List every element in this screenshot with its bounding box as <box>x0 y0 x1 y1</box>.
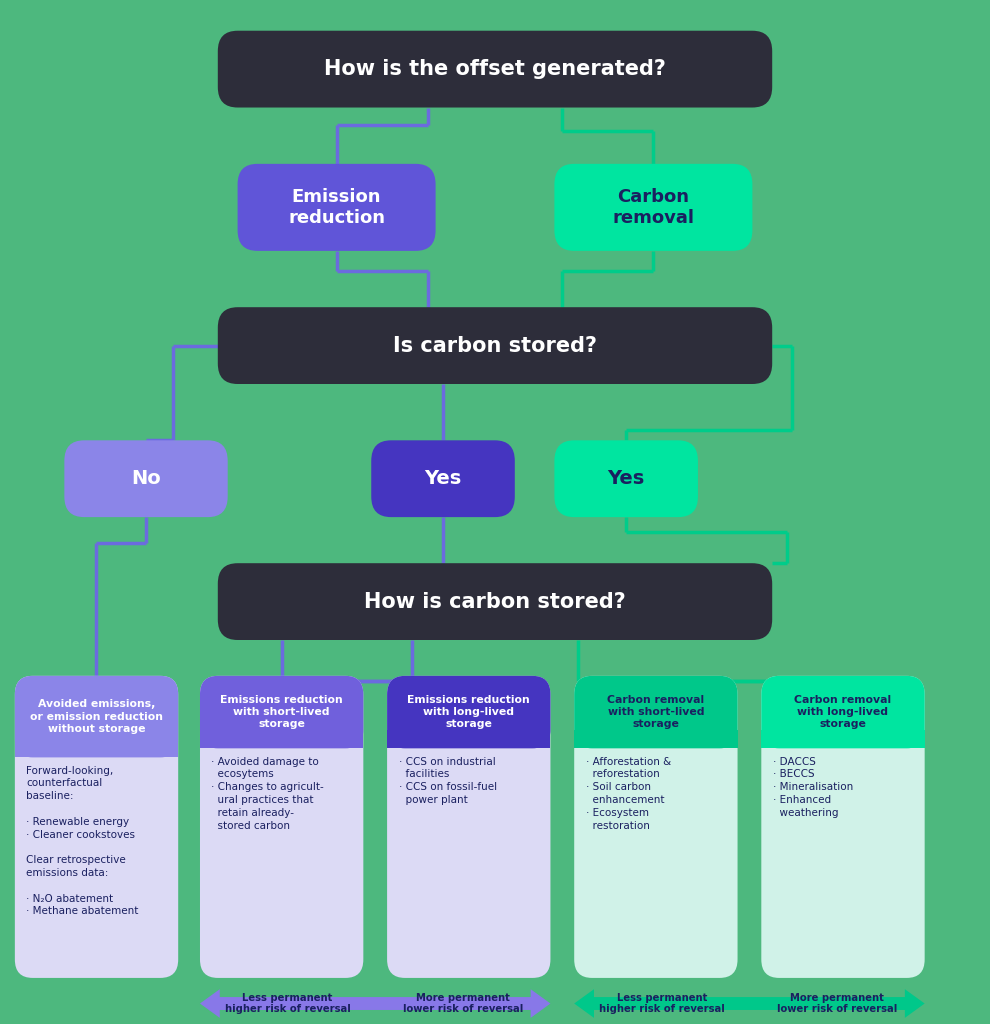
FancyBboxPatch shape <box>200 676 363 978</box>
FancyBboxPatch shape <box>218 307 772 384</box>
Text: More permanent
lower risk of reversal: More permanent lower risk of reversal <box>403 992 523 1015</box>
Text: Carbon removal
with short-lived
storage: Carbon removal with short-lived storage <box>607 694 705 729</box>
Text: Is carbon stored?: Is carbon stored? <box>393 336 597 355</box>
FancyBboxPatch shape <box>761 676 925 749</box>
FancyBboxPatch shape <box>218 563 772 640</box>
Text: Forward-looking,
counterfactual
baseline:

· Renewable energy
· Cleaner cookstov: Forward-looking, counterfactual baseline… <box>27 766 139 916</box>
Text: · DACCS
· BECCS
· Mineralisation
· Enhanced
  weathering: · DACCS · BECCS · Mineralisation · Enhan… <box>773 757 853 818</box>
Text: Yes: Yes <box>608 469 644 488</box>
FancyBboxPatch shape <box>387 676 550 978</box>
Text: · CCS on industrial
  facilities
· CCS on fossil-fuel
  power plant: · CCS on industrial facilities · CCS on … <box>399 757 497 805</box>
Text: No: No <box>131 469 161 488</box>
FancyBboxPatch shape <box>15 676 178 758</box>
FancyBboxPatch shape <box>387 676 550 749</box>
Polygon shape <box>200 989 550 1018</box>
FancyBboxPatch shape <box>371 440 515 517</box>
FancyBboxPatch shape <box>200 676 363 749</box>
FancyBboxPatch shape <box>554 440 698 517</box>
Text: Less permanent
higher risk of reversal: Less permanent higher risk of reversal <box>599 992 725 1015</box>
Bar <box>15 739 178 758</box>
Text: Avoided emissions,
or emission reduction
without storage: Avoided emissions, or emission reduction… <box>30 699 163 734</box>
FancyBboxPatch shape <box>761 676 925 978</box>
Bar <box>387 730 550 749</box>
Text: · Afforestation &
  reforestation
· Soil carbon
  enhancement
· Ecosystem
  rest: · Afforestation & reforestation · Soil c… <box>586 757 671 830</box>
Text: · Avoided damage to
  ecosytems
· Changes to agricult-
  ural practices that
  r: · Avoided damage to ecosytems · Changes … <box>212 757 324 830</box>
Text: Emissions reduction
with short-lived
storage: Emissions reduction with short-lived sto… <box>221 694 343 729</box>
Polygon shape <box>574 989 925 1018</box>
Bar <box>761 730 925 749</box>
FancyBboxPatch shape <box>218 31 772 108</box>
Text: More permanent
lower risk of reversal: More permanent lower risk of reversal <box>777 992 897 1015</box>
Text: How is the offset generated?: How is the offset generated? <box>324 59 666 79</box>
Text: Less permanent
higher risk of reversal: Less permanent higher risk of reversal <box>225 992 350 1015</box>
Text: Emissions reduction
with long-lived
storage: Emissions reduction with long-lived stor… <box>408 694 530 729</box>
Text: Yes: Yes <box>425 469 461 488</box>
Text: Emission
reduction: Emission reduction <box>288 188 385 226</box>
Text: How is carbon stored?: How is carbon stored? <box>364 592 626 611</box>
Text: Carbon removal
with long-lived
storage: Carbon removal with long-lived storage <box>794 694 892 729</box>
Bar <box>574 730 738 749</box>
FancyBboxPatch shape <box>64 440 228 517</box>
FancyBboxPatch shape <box>15 676 178 978</box>
FancyBboxPatch shape <box>238 164 436 251</box>
FancyBboxPatch shape <box>574 676 738 749</box>
Text: Carbon
removal: Carbon removal <box>613 188 694 226</box>
FancyBboxPatch shape <box>554 164 752 251</box>
FancyBboxPatch shape <box>574 676 738 978</box>
Bar <box>200 730 363 749</box>
